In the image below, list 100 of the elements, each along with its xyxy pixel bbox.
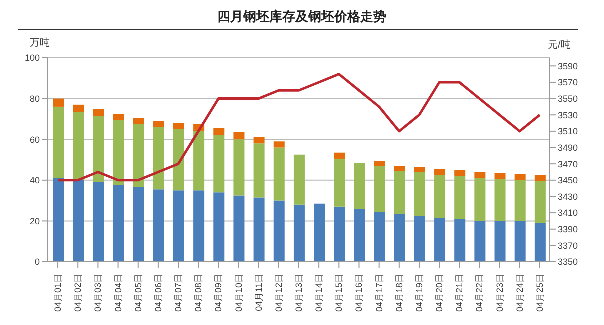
- chart-title: 四月钢坯库存及钢坯价格走势: [216, 8, 388, 26]
- y2-tick-label: 3510: [558, 126, 578, 137]
- bar: [514, 180, 526, 222]
- bar: [454, 219, 466, 262]
- bar: [173, 129, 184, 191]
- bar: [133, 124, 144, 188]
- bar: [194, 190, 205, 262]
- bar: [334, 158, 346, 207]
- bar: [274, 142, 285, 148]
- x-tick-label: 04月10日: [234, 274, 244, 312]
- x-tick-label: 04月25日: [534, 274, 545, 312]
- bar: [73, 104, 84, 112]
- bar: [73, 112, 84, 180]
- y2-tick-label: 3530: [558, 110, 578, 120]
- x-tick-label: 04月03日: [93, 274, 104, 312]
- y2-tick-label: 3490: [558, 142, 578, 153]
- x-tick-label: 04月01日: [53, 274, 64, 312]
- x-tick-label: 04月07日: [174, 274, 184, 312]
- y-tick-label: 100: [24, 53, 40, 64]
- bar: [133, 188, 144, 262]
- bar: [274, 200, 285, 262]
- bar: [414, 216, 426, 262]
- bar: [494, 173, 506, 180]
- bar: [254, 144, 265, 198]
- bar: [534, 175, 546, 182]
- x-tick-label: 04月02日: [73, 274, 84, 312]
- bar: [514, 221, 526, 262]
- bar: [474, 172, 486, 178]
- x-tick-label: 04月20日: [434, 274, 445, 312]
- y2-tick-label: 3370: [558, 240, 578, 251]
- x-tick-label: 04月08日: [194, 274, 204, 312]
- line-series: [56, 73, 542, 182]
- bar: [354, 208, 366, 262]
- y2-tick-label: 3350: [558, 257, 578, 268]
- bar: [153, 121, 164, 128]
- x-tick-label: 04月23日: [494, 274, 505, 312]
- bar: [474, 178, 486, 222]
- x-tick-label: 04月12日: [274, 274, 284, 312]
- y2-tick-label: 3430: [558, 192, 578, 202]
- bar: [254, 138, 265, 144]
- bar: [414, 172, 426, 216]
- bar: [93, 116, 104, 182]
- bar: [434, 175, 446, 218]
- bar: [434, 169, 446, 176]
- bar: [334, 152, 346, 159]
- bar: [534, 181, 546, 224]
- y-axis-title: 万吨: [30, 36, 50, 50]
- bar: [374, 166, 386, 212]
- bar: [534, 223, 546, 262]
- bar: [214, 136, 225, 193]
- bar: [153, 190, 164, 262]
- y-tick-label: 40: [30, 176, 40, 186]
- bar: [394, 166, 406, 172]
- bar: [234, 140, 245, 196]
- x-tick-label: 04月21日: [454, 274, 465, 312]
- bar: [394, 171, 406, 214]
- x-tick-label: 04月14日: [314, 274, 324, 312]
- y2-tick-label: 3470: [558, 159, 578, 170]
- bar: [314, 204, 326, 262]
- bar: [113, 114, 124, 120]
- y2-tick-label: 3590: [558, 61, 578, 72]
- bar: [113, 186, 124, 262]
- x-tick-label: 04月06日: [153, 274, 164, 312]
- bar: [93, 182, 104, 262]
- x-tick-label: 04月16日: [354, 274, 364, 312]
- bar: [274, 148, 285, 201]
- bar: [53, 98, 64, 107]
- bar: [214, 128, 225, 136]
- bar: [113, 120, 124, 186]
- bar: [173, 123, 184, 130]
- bar: [354, 163, 366, 209]
- bar: [374, 212, 386, 262]
- x-tick-label: 04月09日: [214, 274, 224, 312]
- x-tick-label: 04月11日: [254, 274, 264, 312]
- x-tick-label: 04月05日: [133, 274, 144, 312]
- x-tick-label: 04月18日: [394, 274, 404, 312]
- y-tick-label: 80: [30, 94, 40, 104]
- x-tick-label: 04月04日: [113, 274, 124, 312]
- bar: [153, 127, 164, 190]
- bar: [234, 132, 245, 140]
- bar: [294, 204, 305, 262]
- bar: [414, 167, 426, 172]
- y-tick-label: 0: [34, 257, 40, 268]
- y2-tick-label: 3450: [558, 176, 578, 186]
- y2-tick-label: 3410: [558, 208, 578, 218]
- bar: [514, 174, 526, 180]
- bar: [474, 221, 486, 262]
- bar: [173, 190, 184, 262]
- y2-tick-label: 3550: [558, 94, 578, 104]
- y2-tick-label: 3390: [558, 224, 578, 235]
- x-tick-label: 04月22日: [474, 274, 485, 312]
- bar: [434, 218, 446, 262]
- bar: [294, 154, 305, 205]
- bar: [494, 179, 506, 222]
- bar: [214, 192, 225, 262]
- x-tick-label: 04月24日: [514, 274, 525, 312]
- x-tick-label: 04月13日: [294, 274, 304, 312]
- bar: [394, 214, 406, 262]
- bar: [53, 106, 64, 178]
- bar: [254, 198, 265, 262]
